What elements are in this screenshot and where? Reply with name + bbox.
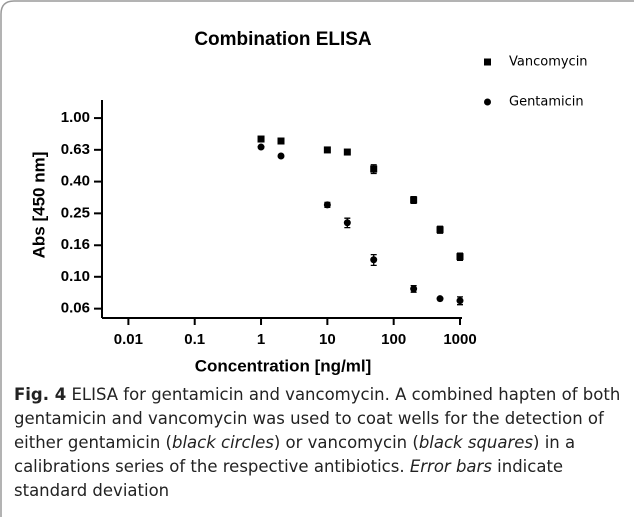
data-point xyxy=(370,165,378,173)
y-axis-label: Abs [450 nm] xyxy=(29,152,48,259)
chart-title: Combination ELISA xyxy=(194,29,372,50)
data-point xyxy=(436,295,444,303)
legend-label: Gentamicin xyxy=(509,95,584,110)
caption-label: Fig. 4 xyxy=(14,385,67,404)
y-tick-label: 0.25 xyxy=(61,204,90,221)
caption-text: indicate standard deviation xyxy=(14,457,564,500)
data-point xyxy=(257,143,265,151)
x-tick-label: 100 xyxy=(381,331,406,348)
caption: Fig. 4 ELISA for gentamicin and vancomyc… xyxy=(14,383,626,503)
y-tick-label: 0.06 xyxy=(61,300,90,317)
data-point xyxy=(370,256,378,264)
y-tick-label: 1.00 xyxy=(61,109,90,126)
data-point xyxy=(456,297,464,305)
caption-text: Error bars xyxy=(409,457,492,476)
data-point xyxy=(257,135,265,143)
x-tick-label: 1000 xyxy=(443,331,476,348)
y-tick-label: 0.16 xyxy=(61,236,90,253)
data-point xyxy=(436,226,444,234)
data-point xyxy=(343,219,351,227)
x-tick-label: 10 xyxy=(319,331,336,348)
chart: Combination ELISA Concentration [ng/ml] … xyxy=(29,29,588,375)
data-point xyxy=(323,146,331,154)
y-tick-label: 0.63 xyxy=(61,141,90,158)
y-tick-label: 0.40 xyxy=(61,173,90,190)
data-point xyxy=(323,201,331,209)
x-tick-label: 1 xyxy=(257,331,265,348)
caption-text: ) in a calibrations series of the respec… xyxy=(14,433,576,476)
caption-text: ) or vancomycin ( xyxy=(273,433,419,452)
data-point xyxy=(456,253,464,261)
legend-marker xyxy=(484,58,491,66)
caption-text: ELISA for gentamicin and vancomycin. A c… xyxy=(14,385,621,452)
legend-label: Vancomycin xyxy=(509,55,588,70)
caption-text: black circles xyxy=(171,433,274,452)
data-point xyxy=(410,285,418,293)
legend-marker xyxy=(484,98,491,106)
x-axis-label: Concentration [ng/ml] xyxy=(195,356,372,375)
caption-text: black squares xyxy=(418,433,534,452)
x-tick-label: 0.1 xyxy=(184,331,205,348)
data-point xyxy=(410,196,418,204)
x-tick-label: 0.01 xyxy=(114,331,143,348)
data-point xyxy=(277,152,285,160)
data-point xyxy=(277,137,285,145)
y-tick-label: 0.10 xyxy=(61,268,90,285)
data-point xyxy=(343,148,351,156)
